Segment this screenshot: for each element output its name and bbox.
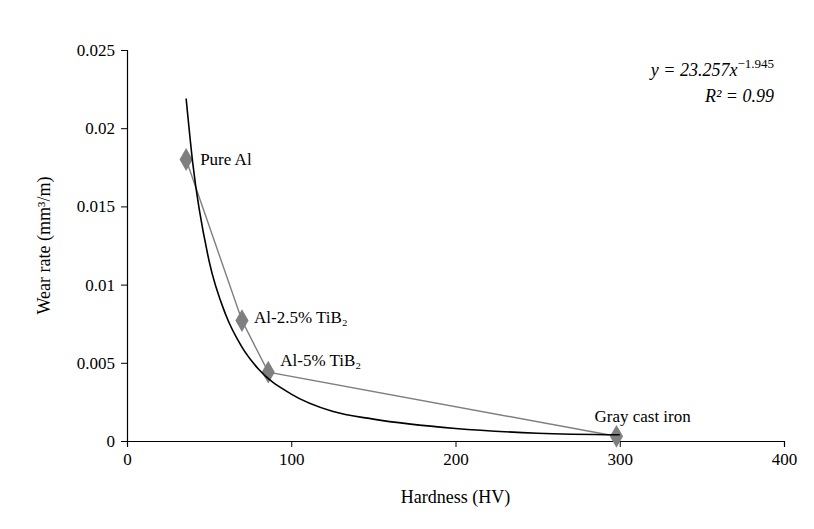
point-label: Gray cast iron [594,407,691,426]
point-label: Al-2.5% TiB₂ [254,308,348,327]
y-tick-mark [121,363,127,364]
y-tick: 0.02 [85,119,127,138]
x-tick: 400 [772,441,798,469]
x-axis: 0 100 200 300 400 [123,441,797,469]
x-tick-label: 0 [123,450,132,469]
fit-curve [186,98,620,434]
connecting-line [186,159,616,436]
annotation: y = 23.257x−1.945 [649,56,774,80]
y-tick-mark [121,50,127,51]
x-tick-label: 400 [772,450,798,469]
y-axis-line [121,51,128,442]
x-tick-label: 300 [608,450,634,469]
y-tick-mark [121,128,127,129]
annotation-text: R² = 0.99 [704,86,774,106]
y-axis-title: Wear rate (mm³/m) [34,177,55,315]
y-tick-label: 0.01 [85,276,115,295]
y-tick-label: 0.015 [77,197,115,216]
y-tick-label: 0.005 [77,354,115,373]
y-tick-label: 0.02 [85,119,115,138]
data-point [610,425,623,448]
plot-area [180,98,623,447]
x-tick-mark [291,441,292,447]
x-tick: 300 [608,441,634,469]
y-tick-mark [121,285,127,286]
chart: 0 100 200 300 400 0 0.005 0.01 0.015 0.02 0.025 Har… [0,0,814,529]
data-point [235,309,248,332]
x-tick-mark [456,441,457,447]
x-tick-mark [784,441,785,447]
x-tick-label: 100 [279,450,305,469]
y-tick: 0 [107,432,128,451]
x-tick: 200 [443,441,469,469]
annotation: R² = 0.99 [704,86,774,106]
y-axis: 0 0.005 0.01 0.015 0.02 0.025 [77,41,128,451]
x-axis-title: Hardness (HV) [401,487,510,508]
data-point [262,361,275,384]
y-tick: 0.015 [77,197,127,216]
point-label: Al-5% TiB₂ [280,351,361,370]
point-label: Pure Al [200,150,252,169]
x-tick-mark [620,441,621,447]
y-tick-label: 0 [107,432,116,451]
y-tick-mark [121,206,127,207]
y-tick: 0.025 [77,41,127,60]
y-tick-label: 0.025 [77,41,115,60]
y-tick-mark [121,441,127,442]
annotations: y = 23.257x−1.945 R² = 0.99 [649,56,774,106]
annotation-superscript: −1.945 [737,56,774,71]
y-tick: 0.005 [77,354,127,373]
x-tick: 0 [123,441,132,469]
y-tick: 0.01 [85,276,127,295]
x-tick: 100 [279,441,305,469]
point-labels: Pure Al Al-2.5% TiB₂ Al-5% TiB₂ Gray cast i… [200,150,691,426]
x-axis-line [128,442,785,448]
annotation-text: y = 23.257x [649,60,738,80]
x-tick-label: 200 [443,450,469,469]
